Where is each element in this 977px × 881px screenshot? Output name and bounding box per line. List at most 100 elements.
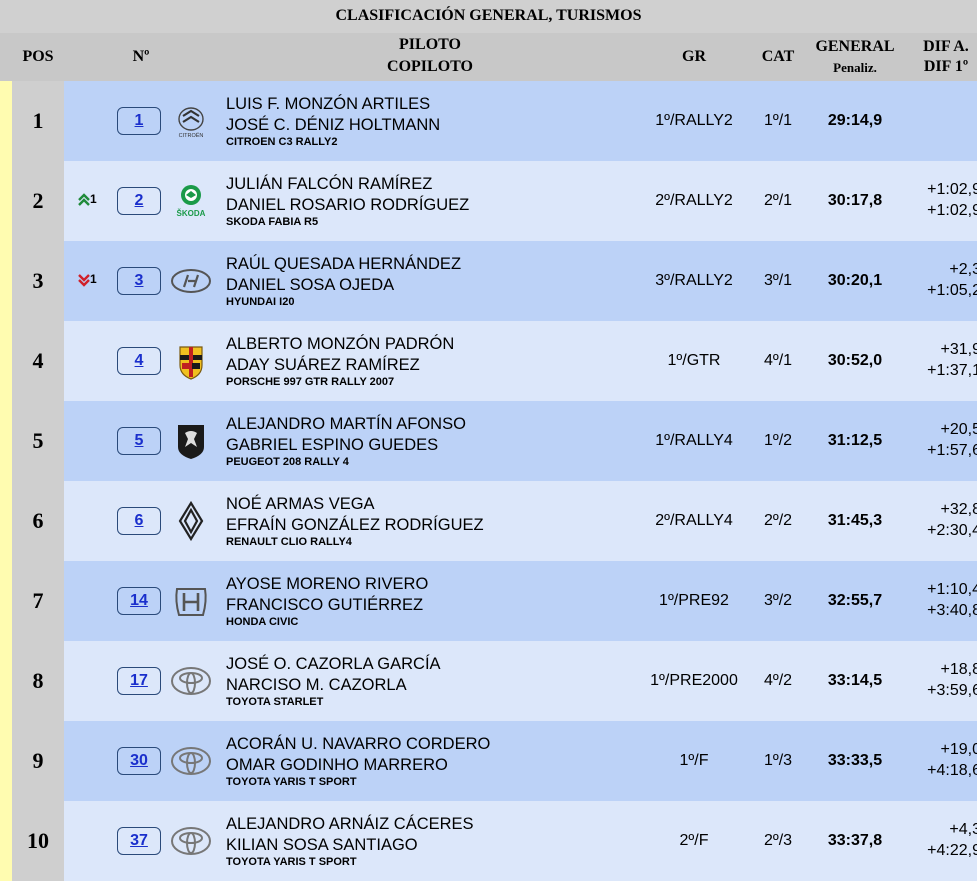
car-model: HONDA CIVIC — [226, 616, 299, 628]
table-row: 6 6 NOÉ ARMAS VEGA EFRAÍN GONZÁLEZ RODRÍGUE… — [0, 481, 977, 561]
group-position: 3º/RALLY2 — [655, 272, 733, 289]
pilot-name: ALEJANDRO MARTÍN AFONSO — [226, 415, 466, 433]
toyota-logo — [170, 821, 212, 861]
position-cell: 3 — [12, 241, 64, 321]
copilot-name: ADAY SUÁREZ RAMÍREZ — [226, 356, 420, 374]
category-position: 2º/2 — [763, 512, 793, 529]
gap-to-previous: +20,5 — [940, 421, 977, 438]
crew-names: ALEJANDRO ARNÁIZ CÁCERES KILIAN SOSA SANT… — [226, 814, 474, 856]
row-stripe — [0, 561, 12, 641]
general-time: 33:33,5 — [827, 752, 883, 769]
gap-to-previous: +4,3 — [949, 821, 977, 838]
car-model: TOYOTA YARIS T SPORT — [226, 776, 357, 788]
time-gaps: +2,3 +1:05,2 — [905, 259, 977, 301]
copilot-name: GABRIEL ESPINO GUEDES — [226, 436, 439, 454]
table-row: 8 17 JOSÉ O. CAZORLA GARCÍA NARCISO M. CAZO… — [0, 641, 977, 721]
car-number-link[interactable]: 17 — [117, 667, 161, 695]
car-number-link[interactable]: 4 — [117, 347, 161, 375]
header-dif-1: DIF 1º — [923, 58, 969, 75]
car-number-link[interactable]: 30 — [117, 747, 161, 775]
pilot-name: RAÚL QUESADA HERNÁNDEZ — [226, 255, 462, 273]
car-number-link[interactable]: 6 — [117, 507, 161, 535]
header-penaliz: Penaliz. — [833, 60, 877, 75]
group-position: 1º/F — [679, 752, 709, 769]
row-stripe — [0, 321, 12, 401]
toyota-logo — [170, 661, 212, 701]
category-position: 1º/3 — [763, 752, 793, 769]
category-position: 1º/2 — [763, 432, 793, 449]
hyundai-logo — [170, 261, 212, 301]
position-cell: 6 — [12, 481, 64, 561]
group-position: 1º/PRE92 — [659, 592, 729, 609]
gap-to-leader: +3:59,6 — [927, 682, 977, 699]
gap-to-leader: +1:02,9 — [927, 202, 977, 219]
position-change-value: 1 — [90, 192, 97, 206]
header-dif-a: DIF A. — [923, 38, 969, 55]
pilot-name: ALEJANDRO ARNÁIZ CÁCERES — [226, 815, 474, 833]
position-change: 1 — [78, 192, 97, 210]
group-position: 2º/RALLY4 — [655, 512, 733, 529]
table-title: CLASIFICACIÓN GENERAL, TURISMOS — [0, 0, 977, 33]
general-time: 31:12,5 — [827, 432, 883, 449]
car-number-link[interactable]: 3 — [117, 267, 161, 295]
crew-names: ALEJANDRO MARTÍN AFONSO GABRIEL ESPINO GU… — [226, 414, 466, 456]
car-model: CITROEN C3 RALLY2 — [226, 136, 338, 148]
row-stripe — [0, 721, 12, 801]
copilot-name: JOSÉ C. DÉNIZ HOLTMANN — [226, 116, 441, 134]
time-gaps: +1:10,4 +3:40,8 — [905, 579, 977, 621]
gap-to-previous: +31,9 — [940, 341, 977, 358]
time-gaps: +20,5 +1:57,6 — [905, 419, 977, 461]
header-piloto: PILOTO — [399, 36, 461, 53]
header-pos: POS — [22, 48, 54, 65]
position-cell: 2 — [12, 161, 64, 241]
gap-to-previous: +1:10,4 — [927, 581, 977, 598]
category-position: 4º/2 — [763, 672, 793, 689]
table-row: 9 30 ACORÁN U. NAVARRO CORDERO OMAR GODINHO… — [0, 721, 977, 801]
time-gaps: +19,0 +4:18,6 — [905, 739, 977, 781]
car-number-link[interactable]: 14 — [117, 587, 161, 615]
general-time: 30:17,8 — [827, 192, 883, 209]
position-cell: 9 — [12, 721, 64, 801]
position-cell: 1 — [12, 81, 64, 161]
car-model: SKODA FABIA R5 — [226, 216, 319, 228]
copilot-name: DANIEL ROSARIO RODRÍGUEZ — [226, 196, 470, 214]
general-time: 32:55,7 — [827, 592, 883, 609]
pilot-name: NOÉ ARMAS VEGA — [226, 495, 375, 513]
toyota-logo — [170, 741, 212, 781]
car-number-link[interactable]: 5 — [117, 427, 161, 455]
time-gaps: +4,3 +4:22,9 — [905, 819, 977, 861]
general-time: 30:20,1 — [827, 272, 883, 289]
position-cell: 7 — [12, 561, 64, 641]
arrow-down-icon — [78, 273, 90, 287]
crew-names: LUIS F. MONZÓN ARTILES JOSÉ C. DÉNIZ HOLT… — [226, 94, 440, 136]
gap-to-leader: +4:18,6 — [927, 762, 977, 779]
car-model: PORSCHE 997 GTR RALLY 2007 — [226, 376, 395, 388]
group-position: 1º/GTR — [667, 352, 721, 369]
crew-names: NOÉ ARMAS VEGA EFRAÍN GONZÁLEZ RODRÍGUEZ — [226, 494, 484, 536]
header-num: Nº — [132, 48, 150, 65]
crew-names: RAÚL QUESADA HERNÁNDEZ DANIEL SOSA OJEDA — [226, 254, 461, 296]
car-number-link[interactable]: 2 — [117, 187, 161, 215]
gap-to-leader: +2:30,4 — [927, 522, 977, 539]
car-number-link[interactable]: 1 — [117, 107, 161, 135]
category-position: 2º/3 — [763, 832, 793, 849]
table-row: 5 5 ALEJANDRO MARTÍN AFONSO GABRIEL ESPINO … — [0, 401, 977, 481]
general-time: 33:14,5 — [827, 672, 883, 689]
time-gaps: +32,8 +2:30,4 — [905, 499, 977, 541]
group-position: 1º/PRE2000 — [650, 672, 738, 689]
renault-logo — [170, 500, 212, 542]
copilot-name: KILIAN SOSA SANTIAGO — [226, 836, 418, 854]
general-time: 29:14,9 — [827, 112, 883, 129]
arrow-up-icon — [78, 193, 90, 206]
header-gr: GR — [682, 48, 706, 65]
pilot-name: AYOSE MORENO RIVERO — [226, 575, 429, 593]
car-number-link[interactable]: 37 — [117, 827, 161, 855]
position-change-value: 1 — [90, 272, 97, 286]
crew-names: ALBERTO MONZÓN PADRÓN ADAY SUÁREZ RAMÍREZ — [226, 334, 454, 376]
gap-to-previous: +19,0 — [940, 741, 977, 758]
general-time: 31:45,3 — [827, 512, 883, 529]
table-row: 7 14 AYOSE MORENO RIVERO FRANCISCO GUTIÉRRE… — [0, 561, 977, 641]
table-row: 3 1 3 RAÚL QUESADA HERNÁNDEZ DANIEL SOSA OJE… — [0, 241, 977, 321]
car-model: TOYOTA YARIS T SPORT — [226, 856, 357, 868]
copilot-name: DANIEL SOSA OJEDA — [226, 276, 395, 294]
